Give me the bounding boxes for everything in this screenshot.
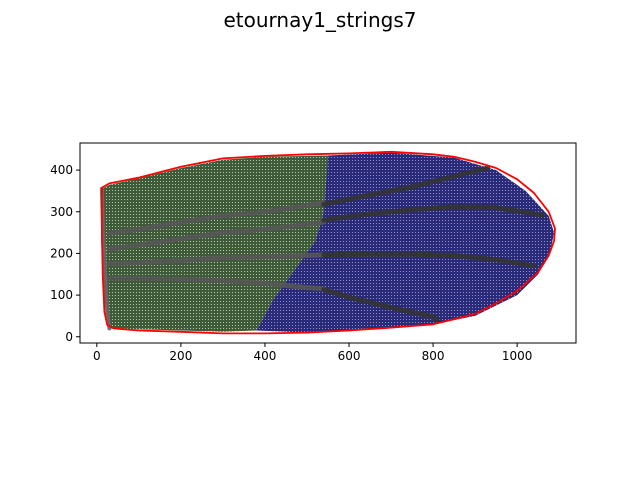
- y-tick-label: 200: [50, 246, 73, 260]
- axes-frame: [79, 142, 577, 344]
- chart-title: etournay1_strings7: [223, 8, 417, 32]
- string-4: [106, 275, 327, 292]
- string-1: [106, 200, 327, 236]
- x-tick-label: 400: [253, 349, 276, 363]
- string-2: [106, 219, 327, 252]
- y-tick-label: 0: [65, 330, 73, 344]
- string-5: [321, 165, 491, 207]
- x-tick-label: 0: [93, 349, 101, 363]
- y-tick-label: 400: [50, 163, 73, 177]
- x-tick-label: 800: [422, 349, 445, 363]
- string-8: [321, 287, 440, 323]
- x-tick-label: 200: [169, 349, 192, 363]
- wing-outline: [101, 150, 556, 335]
- string-6: [321, 204, 545, 223]
- plot-area: [99, 150, 556, 335]
- string-3: [106, 252, 327, 267]
- green-region: [101, 155, 328, 332]
- x-tick-label: 600: [338, 349, 361, 363]
- blue-region: [256, 152, 555, 333]
- x-tick-label: 1000: [502, 349, 533, 363]
- y-tick-label: 300: [50, 205, 73, 219]
- y-tick-label: 100: [50, 288, 73, 302]
- string-7: [321, 251, 537, 269]
